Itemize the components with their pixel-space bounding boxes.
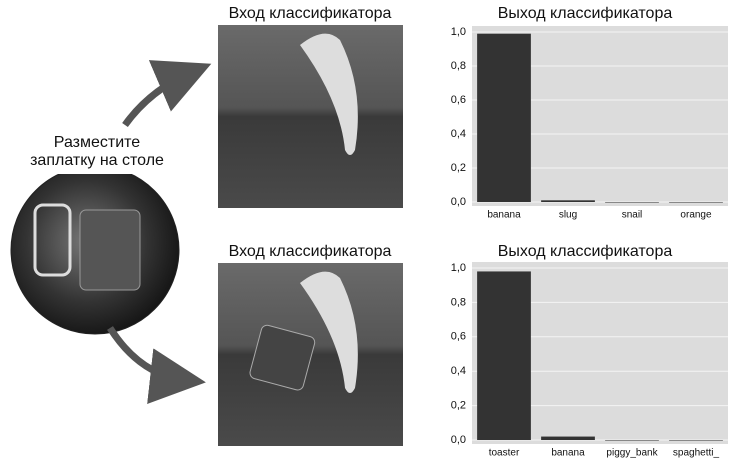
y-tick-label: 1,0 [451,26,466,38]
x-tick-label: toaster [489,448,520,459]
banana [300,271,358,393]
y-tick-label: 1,0 [451,262,466,274]
y-tick-label: 0,6 [451,94,466,106]
y-tick-label: 0,0 [451,196,466,208]
x-tick-label: snail [622,210,643,221]
bar [477,33,531,203]
patch-detail [33,203,72,277]
chart-title: Выход классификатора [498,243,673,260]
y-tick-label: 0,2 [451,162,466,174]
arrow [122,60,212,128]
x-tick-label: banana [551,448,585,459]
x-tick-label: banana [487,210,521,221]
banana [300,33,358,155]
bar [605,202,659,203]
x-tick-label: slug [559,210,577,221]
y-tick-label: 0,4 [451,128,466,140]
y-tick-label: 0,8 [451,296,466,308]
patch-caption: Разместите [54,134,141,151]
input-title: Вход классификатора [229,5,392,22]
caption-bg [0,128,195,174]
x-tick-label: spaghetti_ [673,448,720,459]
y-tick-label: 0,2 [451,400,466,412]
bar [477,271,531,440]
patch-caption: заплатку на столе [30,152,164,169]
x-tick-label: piggy_bank [606,448,658,459]
bar [605,440,659,441]
x-tick-label: orange [680,210,712,221]
bar [541,436,595,440]
patch-in-scene [249,324,316,391]
patch-detail [79,209,141,291]
bar [669,440,723,441]
y-tick-label: 0,4 [451,365,466,377]
bar [669,202,723,203]
bar [541,200,595,202]
y-tick-label: 0,8 [451,60,466,72]
arrow [107,326,206,404]
y-tick-label: 0,0 [451,434,466,446]
y-tick-label: 0,6 [451,331,466,343]
chart-title: Выход классификатора [498,5,673,22]
input-title: Вход классификатора [229,243,392,260]
